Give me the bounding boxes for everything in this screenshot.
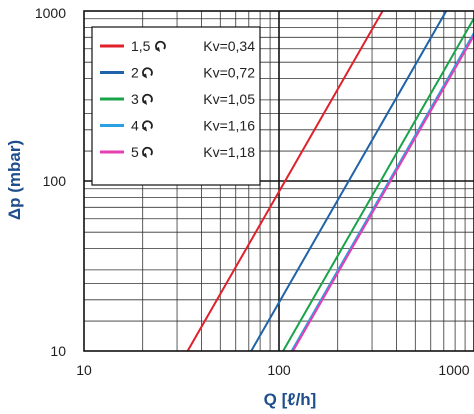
plot-frame [83, 10, 474, 352]
legend-label: 4 [131, 118, 139, 134]
x-tick-label: 100 [267, 362, 291, 378]
legend-item-5: 5 Kv=1,18 [100, 144, 255, 160]
x-tick-label: 10 [76, 362, 92, 378]
legend-kv-value: Kv=0,72 [203, 65, 255, 81]
legend-label: 3 [131, 91, 139, 107]
legend-box [91, 26, 261, 186]
turn-arrow-icon [142, 67, 153, 79]
legend-kv-value: Kv=1,05 [203, 91, 255, 107]
turn-arrow-icon [155, 40, 166, 52]
legend-kv-value: Kv=1,18 [203, 144, 255, 160]
series-line-5 [292, 35, 474, 351]
legend-label: 1,5 [131, 38, 151, 54]
x-tick-label: 1000 [438, 362, 469, 378]
legend-kv-value: Kv=1,16 [203, 118, 255, 134]
series-line-2 [250, 11, 448, 351]
legend: 1,5 Kv=0,34 2 Kv=0,72 3 Kv=1,05 4 Kv=1,16 5 Kv=1,… [91, 26, 261, 186]
legend-item-2: 2 Kv=0,72 [100, 65, 255, 81]
x-axis-title: Q [ℓ/h] [264, 390, 317, 409]
turn-arrow-icon [142, 93, 153, 105]
turn-arrow-icon [142, 146, 153, 158]
y-tick-label: 100 [43, 173, 67, 189]
legend-label: 2 [131, 65, 139, 81]
series-lines [186, 11, 474, 351]
turn-arrow-icon [142, 120, 153, 132]
series-line-3 [282, 17, 474, 351]
legend-kv-value: Kv=0,34 [203, 38, 255, 54]
y-tick-label: 10 [50, 343, 66, 359]
legend-label: 5 [131, 144, 139, 160]
series-line-4 [290, 32, 474, 351]
y-axis-title: Δp (mbar) [5, 140, 24, 220]
y-tick-label: 1000 [35, 5, 66, 21]
legend-item-1: 1,5 Kv=0,34 [100, 38, 255, 54]
series-line-1 [186, 11, 384, 351]
legend-item-3: 3 Kv=1,05 [100, 91, 255, 107]
legend-item-4: 4 Kv=1,16 [100, 118, 255, 134]
